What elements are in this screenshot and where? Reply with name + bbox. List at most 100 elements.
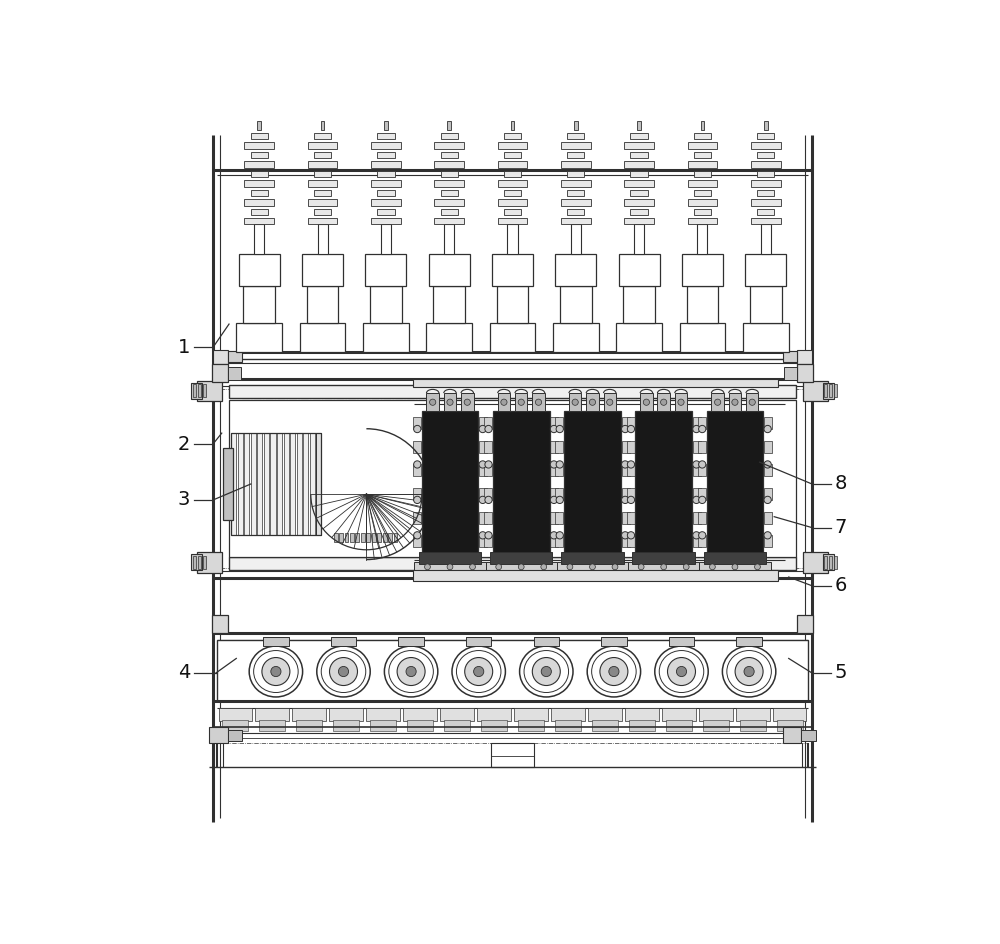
- Circle shape: [479, 497, 486, 503]
- Circle shape: [550, 426, 558, 432]
- Bar: [441, 171, 458, 177]
- Ellipse shape: [655, 646, 708, 697]
- Bar: [803, 380, 828, 401]
- Bar: [729, 393, 741, 412]
- Bar: [740, 720, 766, 731]
- Bar: [414, 563, 486, 571]
- Bar: [624, 143, 654, 149]
- Bar: [371, 161, 401, 168]
- Bar: [688, 199, 717, 206]
- Bar: [498, 180, 527, 187]
- Bar: [333, 720, 359, 731]
- Bar: [561, 161, 591, 168]
- Circle shape: [764, 461, 771, 468]
- Bar: [627, 464, 635, 477]
- Bar: [625, 708, 659, 721]
- Bar: [704, 552, 766, 564]
- Bar: [222, 720, 248, 731]
- Bar: [630, 133, 648, 140]
- Bar: [619, 254, 660, 286]
- Circle shape: [465, 658, 493, 685]
- Bar: [484, 464, 492, 477]
- Bar: [662, 708, 696, 721]
- Bar: [440, 708, 474, 721]
- Bar: [434, 161, 464, 168]
- Bar: [698, 512, 706, 524]
- Bar: [479, 464, 487, 477]
- Bar: [567, 190, 584, 196]
- Bar: [561, 199, 591, 206]
- Bar: [434, 180, 464, 187]
- Bar: [238, 433, 243, 535]
- Bar: [693, 417, 701, 430]
- Bar: [555, 720, 581, 731]
- Bar: [764, 464, 772, 477]
- Text: 1: 1: [178, 338, 190, 357]
- Bar: [213, 349, 228, 364]
- Bar: [569, 393, 581, 412]
- Bar: [764, 121, 768, 130]
- Bar: [203, 556, 206, 569]
- Circle shape: [764, 497, 771, 503]
- Bar: [314, 133, 331, 140]
- Ellipse shape: [456, 650, 501, 693]
- Bar: [429, 254, 470, 286]
- Bar: [329, 708, 363, 721]
- Bar: [229, 400, 796, 557]
- Bar: [550, 512, 558, 524]
- Circle shape: [638, 564, 644, 570]
- Text: 6: 6: [835, 576, 847, 596]
- Bar: [413, 488, 421, 500]
- Bar: [308, 161, 337, 168]
- Bar: [757, 209, 774, 215]
- Bar: [244, 143, 274, 149]
- Bar: [624, 161, 654, 168]
- Bar: [666, 720, 692, 731]
- Ellipse shape: [384, 646, 438, 697]
- Bar: [622, 417, 630, 430]
- Ellipse shape: [722, 646, 776, 697]
- Circle shape: [668, 658, 695, 685]
- Circle shape: [699, 461, 706, 468]
- Bar: [191, 554, 202, 570]
- Bar: [743, 323, 789, 352]
- Bar: [555, 535, 563, 548]
- Text: 3: 3: [178, 491, 190, 510]
- Circle shape: [622, 497, 629, 503]
- Bar: [231, 433, 321, 535]
- Bar: [212, 364, 228, 382]
- Bar: [407, 720, 433, 731]
- Bar: [498, 218, 527, 225]
- Bar: [564, 412, 621, 553]
- Bar: [331, 637, 356, 646]
- Bar: [383, 533, 387, 542]
- Bar: [441, 190, 458, 196]
- Ellipse shape: [321, 650, 366, 693]
- Bar: [296, 720, 322, 731]
- Bar: [823, 383, 834, 399]
- Bar: [515, 393, 527, 412]
- Circle shape: [397, 658, 425, 685]
- Bar: [688, 180, 717, 187]
- Bar: [680, 323, 725, 352]
- Ellipse shape: [592, 650, 636, 693]
- Bar: [698, 488, 706, 500]
- Bar: [555, 441, 563, 453]
- Bar: [490, 552, 552, 564]
- Circle shape: [735, 658, 763, 685]
- Circle shape: [262, 658, 290, 685]
- Bar: [628, 563, 699, 571]
- Bar: [761, 225, 771, 254]
- Bar: [209, 728, 228, 744]
- Circle shape: [693, 461, 700, 468]
- Bar: [764, 488, 772, 500]
- Circle shape: [470, 564, 475, 570]
- Bar: [444, 225, 454, 254]
- Text: 2: 2: [178, 434, 190, 453]
- Bar: [784, 367, 797, 380]
- Ellipse shape: [249, 646, 303, 697]
- Bar: [555, 254, 596, 286]
- Bar: [622, 512, 630, 524]
- Bar: [561, 180, 591, 187]
- Bar: [257, 121, 261, 130]
